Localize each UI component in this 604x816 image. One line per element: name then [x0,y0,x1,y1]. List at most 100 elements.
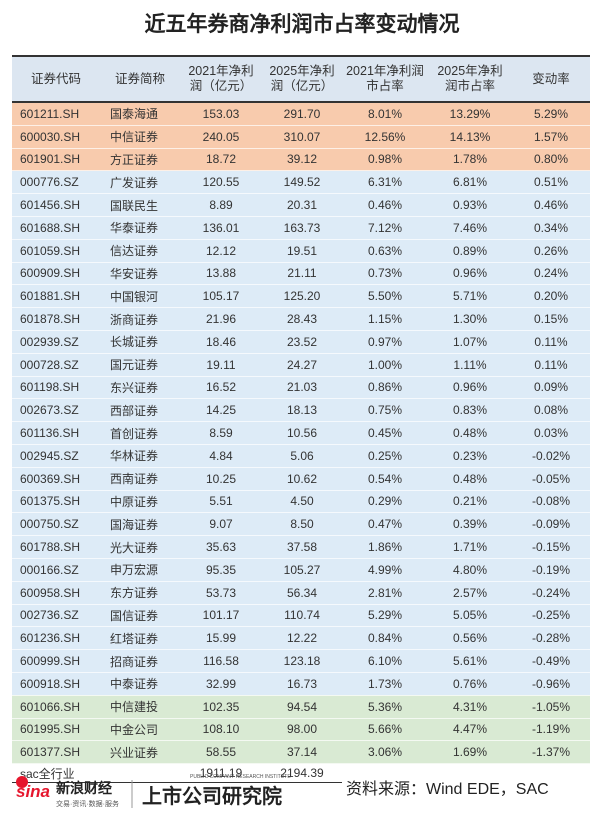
table-row: 601198.SH 东兴证券 16.52 21.03 0.86% 0.96% 0.09% [12,376,590,400]
cell: 5.71% [428,284,512,309]
cell: 0.54% [342,467,428,491]
cell: 1.71% [428,535,512,559]
cell: 信达证券 [100,239,180,263]
cell: 601688.SH [12,216,100,240]
cell: -0.28% [512,626,590,651]
cell: 12.12 [180,239,262,263]
cell: 601136.SH [12,421,100,445]
cell: 6.81% [428,170,512,195]
cell: -0.25% [512,604,590,628]
cell: 12.56% [342,125,428,149]
cell: 94.54 [262,695,342,719]
cell: 600999.SH [12,649,100,673]
cell: 华林证券 [100,444,180,468]
cell: 0.29% [342,490,428,514]
table-row: 601059.SH 信达证券 12.12 19.51 0.63% 0.89% 0.26% [12,239,590,263]
table-row: 601066.SH 中信建投 102.35 94.54 5.36% 4.31% -1.05% [12,695,590,719]
cell: 601211.SH [12,102,100,126]
cell: -1.05% [512,695,590,719]
cell: 8.01% [342,102,428,126]
cell: 149.52 [262,170,342,195]
table-row: 601136.SH 首创证券 8.59 10.56 0.45% 0.48% 0.03% [12,421,590,445]
cell: 申万宏源 [100,558,180,582]
cell: 108.10 [180,718,262,742]
cell: 0.24% [512,262,590,286]
cell: 0.63% [342,239,428,263]
cell: 兴业证券 [100,740,180,765]
cell: 000728.SZ [12,353,100,377]
footer: sina 新浪财经 交易·资讯·数据·服务 上市公司研究院 PUBLIC COM… [16,774,549,808]
table-row: 002736.SZ 国信证券 101.17 110.74 5.29% 5.05% -0.25… [12,604,590,628]
cell: 0.83% [428,398,512,423]
cell: 5.51 [180,490,262,514]
cell: 0.98% [342,148,428,172]
total-value: 1911.19 [180,763,262,784]
cell: 0.56% [428,626,512,651]
cell: 东兴证券 [100,376,180,400]
cell: 601059.SH [12,239,100,263]
cell: 601901.SH [12,148,100,172]
cell: 1.00% [342,353,428,377]
cell: 1.07% [428,330,512,354]
cell: 长城证券 [100,330,180,354]
cell: 35.63 [180,535,262,559]
sina-eye [16,776,28,788]
cell: 8.50 [262,512,342,537]
title: 近五年券商净利润市占率变动情况 [144,13,460,36]
cell: 0.96% [428,262,512,286]
cell: 153.03 [180,102,262,126]
table-row: 600369.SH 西南证券 10.25 10.62 0.54% 0.48% -0.05% [12,467,590,491]
cell: 601456.SH [12,193,100,217]
cell: 0.73% [342,262,428,286]
table-row: 601456.SH 国联民生 8.89 20.31 0.46% 0.93% 0.46% [12,193,590,217]
table-row: 600958.SH 东方证券 53.73 56.34 2.81% 2.57% -0.24% [12,581,590,605]
cell: 0.34% [512,216,590,240]
cell: 18.13 [262,398,342,423]
cell: 56.34 [262,581,342,605]
cell: 国信证券 [100,604,180,628]
cell: 1.73% [342,672,428,696]
cell: 58.55 [180,740,262,765]
cell: 0.75% [342,398,428,423]
cell: 21.03 [262,376,342,400]
cell: 0.84% [342,626,428,651]
cell: 中信证券 [100,125,180,149]
cell: 24.27 [262,353,342,377]
cell: 0.15% [512,307,590,331]
cell: 1.78% [428,148,512,172]
cell: 4.47% [428,718,512,742]
cell: -1.37% [512,740,590,765]
cell: 0.97% [342,330,428,354]
cell: 华泰证券 [100,216,180,240]
column-header: 2025年净利润市占率 [428,55,512,103]
cell: 0.47% [342,512,428,537]
cell: 4.99% [342,558,428,582]
table-row: 601881.SH 中国银河 105.17 125.20 5.50% 5.71% 0.20% [12,284,590,309]
table-row: 000750.SZ 国海证券 9.07 8.50 0.47% 0.39% -0.09% [12,512,590,537]
cell: 18.46 [180,330,262,354]
total-row: sac全行业 1911.19 2194.39 [12,763,590,784]
cell: 5.36% [342,695,428,719]
table-row: 002945.SZ 华林证券 4.84 5.06 0.25% 0.23% -0.02% [12,444,590,468]
cell: 21.11 [262,262,342,286]
cell: 招商证券 [100,649,180,673]
table-row: 600909.SH 华安证券 13.88 21.11 0.73% 0.96% 0.24% [12,262,590,286]
table-row: 601236.SH 红塔证券 15.99 12.22 0.84% 0.56% -0.28% [12,626,590,651]
cell: 8.89 [180,193,262,217]
cell: 0.48% [428,467,512,491]
cell: 95.35 [180,558,262,582]
cell: 125.20 [262,284,342,309]
cell: 291.70 [262,102,342,126]
cell: 中原证券 [100,490,180,514]
column-header: 证券简称 [100,55,180,103]
cell: 53.73 [180,581,262,605]
cell: 4.80% [428,558,512,582]
cell: 000750.SZ [12,512,100,537]
cell: -0.09% [512,512,590,537]
cell: -1.19% [512,718,590,742]
cell: 110.74 [262,604,342,628]
table-row: 600918.SH 中泰证券 32.99 16.73 1.73% 0.76% -0.96% [12,672,590,696]
cell: 601198.SH [12,376,100,400]
cell: 23.52 [262,330,342,354]
cell: 1.30% [428,307,512,331]
